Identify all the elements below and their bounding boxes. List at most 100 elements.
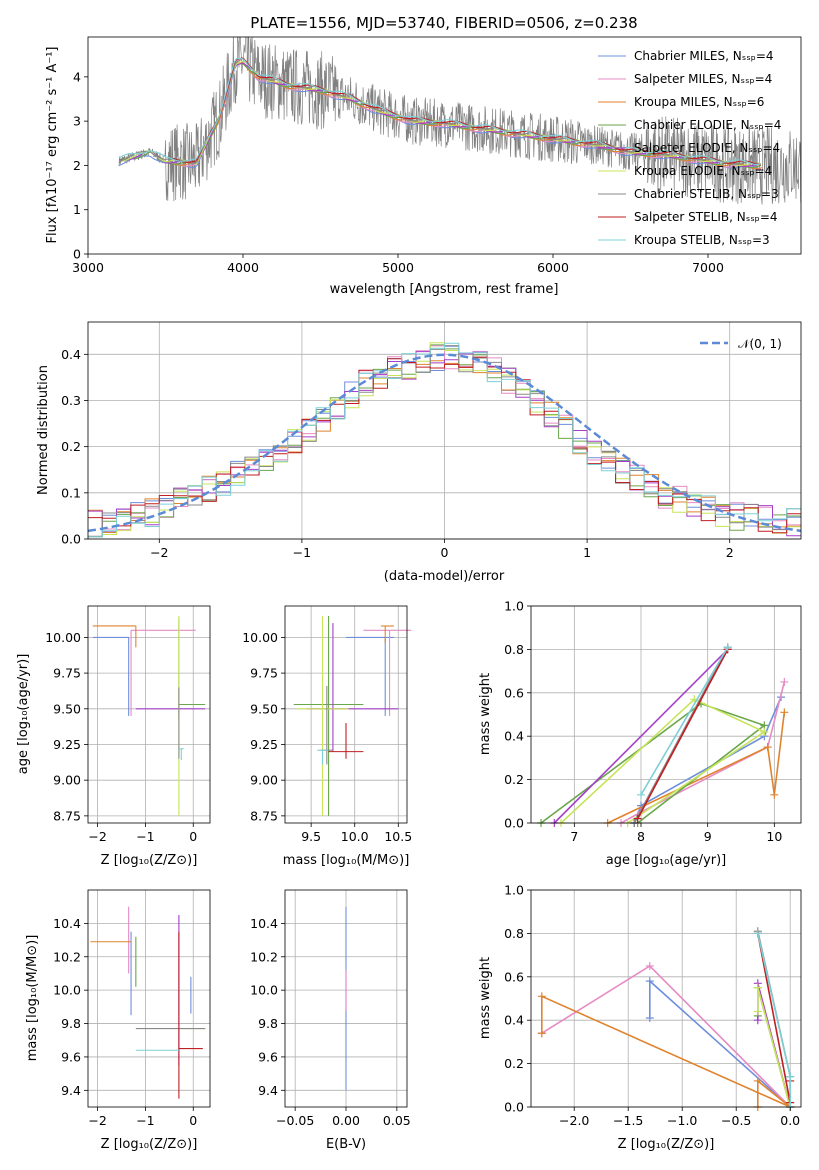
residuals-ytick-label: 0.1: [61, 485, 81, 500]
errorbar: [92, 636, 130, 716]
weight-point: [780, 677, 789, 686]
age-vs-Z-ytick-label: 9.00: [53, 773, 81, 788]
weight-vs-Z-xtick-label: −1.5: [613, 1113, 643, 1128]
mass-vs-ebv-ytick-label: 10.2: [250, 949, 278, 964]
residuals-ytick-label: 0.3: [61, 393, 81, 408]
mass-vs-ebv-xtick-label: 0.05: [383, 1113, 411, 1128]
weight-point: [753, 929, 762, 938]
weight-series-line: [649, 979, 791, 1108]
errorbar: [317, 749, 328, 765]
mass-vs-Z-ytick-label: 9.8: [61, 1016, 81, 1031]
mass-ebv-panel: −0.05 0.00 0.05 9.4 9.6 9.8 10.0 10.2 10.4 E(B-V…: [250, 889, 411, 1152]
spectrum-ytick-label: 4: [73, 69, 81, 84]
weight-z-frame: [530, 889, 802, 1108]
weight-vs-age-xtick-label: 7: [570, 829, 578, 844]
residuals-xtick-label: −1: [293, 545, 311, 560]
weight-point: [723, 643, 732, 652]
residuals-panel: −2 −1 0 1 2 0.0 0.1 0.2 0.3 0.4 (data-model)/erro…: [36, 321, 802, 584]
mass-ebv-xlabel: E(B-V): [326, 1137, 366, 1152]
weight-series-line: [640, 646, 729, 796]
errorbar: [178, 748, 184, 761]
weight-z-ylabel: mass weight: [478, 957, 493, 1039]
legend-entry: 𝒩(0, 1): [738, 337, 782, 351]
mass-z-frame: [87, 889, 211, 1108]
weight-point: [753, 1016, 762, 1025]
age-vs-mass-ytick-label: 9.75: [250, 666, 278, 681]
mass-vs-Z-ytick-label: 9.6: [61, 1049, 81, 1064]
age-vs-mass-xtick-label: 9.5: [301, 829, 321, 844]
weight-point: [633, 814, 642, 823]
figure-title: PLATE=1556, MJD=53740, FIBERID=0506, z=0…: [250, 14, 637, 32]
legend-entry: Kroupa MILES, Nₛₛₚ=6: [634, 95, 764, 109]
spectrum-model-line: [173, 57, 762, 166]
legend-entry: Salpeter ELODIE, Nₛₛₚ=4: [634, 141, 780, 155]
age-mass-frame: [284, 605, 408, 824]
mass-vs-ebv-xtick-label: −0.05: [276, 1113, 314, 1128]
spectrum-ytick-label: 3: [73, 114, 81, 129]
weight-point: [780, 708, 789, 717]
spectrum-xtick-label: 7000: [692, 260, 724, 275]
residuals-xlabel: (data-model)/error: [384, 569, 505, 584]
weight-vs-age-xtick-label: 10: [766, 829, 782, 844]
weight-point: [786, 1072, 795, 1081]
residuals-xtick-label: 0: [441, 545, 449, 560]
legend-entry: Chabrier MILES, Nₛₛₚ=4: [634, 49, 774, 63]
weight-vs-age-xtick-label: 9: [704, 829, 712, 844]
weight-vs-age-ytick-label: 0.4: [504, 729, 524, 744]
age-vs-mass-ytick-label: 10.00: [242, 630, 278, 645]
residuals-xtick-label: 2: [726, 545, 734, 560]
weight-vs-age-ytick-label: 1.0: [504, 599, 524, 614]
legend-entry: Kroupa ELODIE, Nₛₛₚ=4: [634, 164, 772, 178]
mass-vs-Z-xtick-label: −1: [136, 1113, 154, 1128]
age-vs-mass-xtick-label: 10.5: [384, 829, 412, 844]
errorbar: [296, 615, 349, 816]
legend-entry: Chabrier ELODIE, Nₛₛₚ=4: [634, 118, 781, 132]
mass-vs-ebv-ytick-label: 10.4: [250, 916, 278, 931]
mass-vs-ebv-ytick-label: 9.8: [258, 1016, 278, 1031]
age-vs-Z-ytick-label: 8.75: [53, 808, 81, 823]
errorbar: [363, 629, 412, 716]
mass-vs-ebv-ytick-label: 10.0: [250, 983, 278, 998]
legend-entry: Chabrier STELIB, Nₛₛₚ=3: [634, 187, 779, 201]
residuals-ytick-label: 0.4: [61, 347, 81, 362]
mass-vs-ebv-ytick-label: 9.4: [258, 1083, 278, 1098]
errorbar: [328, 723, 364, 759]
age-vs-Z-ytick-label: 9.75: [53, 666, 81, 681]
spectrum-xtick-label: 3000: [72, 260, 104, 275]
residuals-ytick-label: 0.0: [61, 532, 81, 547]
weight-point: [645, 961, 654, 970]
age-vs-Z-ytick-label: 9.50: [53, 701, 81, 716]
mass-vs-Z-xtick-label: −2: [88, 1113, 106, 1128]
weight-age-frame: [530, 605, 802, 824]
mass-z-panel: −2 −1 0 9.4 9.6 9.8 10.0 10.2 10.4 Z [log₁₀(Z/Z⊙…: [25, 889, 211, 1152]
mass-z-xlabel: Z [log₁₀(Z/Z⊙)]: [101, 1137, 198, 1152]
age-vs-Z-xtick-label: −2: [88, 829, 106, 844]
weight-vs-Z-ytick-label: 0.0: [504, 1100, 524, 1115]
weight-age-ylabel: mass weight: [478, 673, 493, 755]
weight-vs-age-ytick-label: 0.6: [504, 685, 524, 700]
weight-series-line: [541, 964, 791, 1108]
weight-point: [753, 1007, 762, 1016]
residual-histogram-line: [88, 345, 801, 531]
legend-entry: Salpeter STELIB, Nₛₛₚ=4: [634, 210, 778, 224]
spectrum-ytick-label: 1: [73, 202, 81, 217]
spectrum-legend: Chabrier MILES, Nₛₛₚ=4 Salpeter MILES, Nₛ…: [598, 49, 781, 247]
weight-vs-age-ytick-label: 0.0: [504, 816, 524, 831]
weight-point: [763, 743, 772, 752]
errorbar: [92, 625, 137, 648]
age-vs-mass-ytick-label: 9.00: [250, 773, 278, 788]
mass-vs-Z-ytick-label: 9.4: [61, 1083, 81, 1098]
spectrum-panel: 3000 4000 5000 6000 7000 0 1 2 3 4 wavelength [An…: [45, 36, 802, 297]
age-mass-xlabel: mass [log₁₀(M/M⊙)]: [283, 853, 410, 868]
errorbar: [130, 629, 196, 716]
mass-vs-Z-ytick-label: 10.4: [53, 916, 81, 931]
mass-vs-ebv-xtick-label: 0.00: [332, 1113, 360, 1128]
age-vs-mass-ytick-label: 8.75: [250, 808, 278, 823]
age-z-ylabel: age [log₁₀(age/yr)]: [16, 654, 31, 775]
errorbar: [346, 636, 394, 716]
age-vs-Z-xtick-label: −1: [136, 829, 154, 844]
errorbar: [293, 615, 364, 816]
weight-point: [645, 977, 654, 986]
weight-point: [760, 727, 769, 736]
spectrum-frame: [87, 36, 802, 255]
